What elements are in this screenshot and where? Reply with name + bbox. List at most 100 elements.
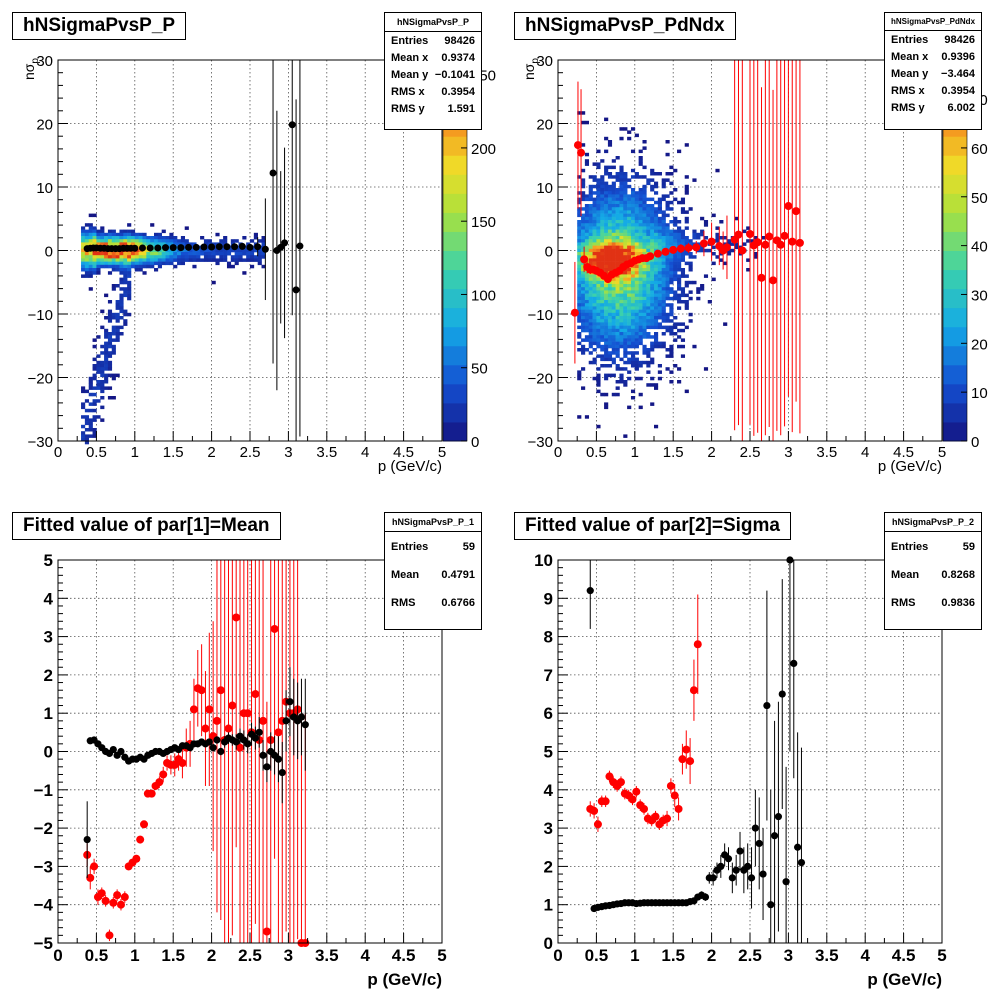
data-point [116, 900, 125, 909]
y-tick-label: −30 [528, 434, 553, 451]
heatmap-cell [615, 178, 620, 182]
heatmap-cell [646, 287, 651, 291]
heatmap-cell [669, 306, 674, 310]
colorbar-cell [943, 307, 967, 328]
heatmap-cell [630, 364, 636, 368]
heatmap-cell [680, 274, 686, 278]
heatmap-cell [619, 197, 624, 202]
heatmap-cell [627, 360, 632, 365]
heatmap-cell [88, 229, 93, 234]
heatmap-cell [619, 245, 624, 250]
data-point [251, 690, 260, 699]
data-point [666, 781, 675, 790]
heatmap-cell [119, 303, 124, 307]
heatmap-cell [677, 335, 682, 339]
heatmap-cell [650, 261, 655, 266]
data-point [101, 896, 110, 905]
heatmap-cell [592, 284, 597, 288]
heatmap-cell [657, 229, 662, 234]
heatmap-cell [92, 338, 97, 342]
heatmap-cell [600, 232, 605, 237]
heatmap-cell [607, 223, 613, 227]
heatmap-cell [165, 252, 170, 256]
heatmap-cell [654, 300, 659, 304]
data-point [209, 744, 217, 752]
x-tick-label: 0 [553, 946, 562, 965]
heatmap-cell [634, 216, 639, 221]
heatmap-cell [646, 296, 651, 301]
data-point [770, 832, 779, 840]
heatmap-cell [627, 223, 632, 227]
heatmap-cell [581, 344, 586, 349]
heatmap-cell [665, 290, 670, 294]
heatmap-cell [234, 239, 239, 243]
heatmap-cell [730, 242, 735, 246]
heatmap-cell [684, 325, 689, 330]
heatmap-cell [581, 290, 586, 294]
heatmap-cell [180, 258, 186, 262]
heatmap-cell [100, 344, 105, 349]
x-tick-label: 3 [784, 946, 793, 965]
heatmap-cell [104, 293, 109, 298]
heatmap-cell [627, 271, 632, 275]
heatmap-cell [684, 220, 689, 224]
heatmap-cell [588, 226, 593, 230]
heatmap-cell [604, 168, 609, 173]
heatmap-cell [646, 300, 651, 304]
heatmap-cell [104, 348, 109, 352]
heatmap-cell [627, 341, 632, 346]
x-tick-label: 2 [207, 444, 215, 461]
heatmap-cell [123, 274, 128, 278]
heatmap-cell [611, 191, 616, 195]
heatmap-cell [630, 149, 636, 154]
heatmap-cell [242, 258, 247, 262]
heatmap-cell [604, 341, 609, 346]
heatmap-cell [596, 287, 601, 291]
heatmap-cell [596, 319, 601, 323]
heatmap-cell [615, 175, 620, 179]
heatmap-cell [642, 274, 647, 278]
heatmap-cell [654, 229, 659, 234]
heatmap-cell [596, 316, 601, 320]
heatmap-cell [711, 252, 716, 256]
heatmap-cell [130, 264, 136, 269]
heatmap-cell [238, 258, 243, 262]
heatmap-cell [684, 300, 689, 304]
data-point [228, 701, 237, 710]
heatmap-cell [584, 220, 590, 224]
heatmap-cell [634, 200, 639, 205]
heatmap-cell [630, 207, 636, 211]
heatmap-cell [680, 229, 686, 234]
heatmap-cell [188, 255, 193, 259]
heatmap-cell [111, 229, 116, 234]
colorbar-label: 100 [471, 287, 496, 304]
heatmap-cell [600, 220, 605, 224]
heatmap-cell [611, 184, 616, 189]
heatmap-cell [623, 242, 628, 246]
heatmap-cell [623, 322, 628, 326]
heatmap-cell [646, 354, 651, 358]
heatmap-cell [634, 197, 639, 202]
heatmap-cell [638, 261, 643, 266]
heatmap-cell [577, 303, 582, 307]
heatmap-cell [677, 293, 682, 298]
heatmap-cell [669, 239, 674, 243]
heatmap-cell [627, 303, 632, 307]
heatmap-cell [111, 396, 116, 400]
heatmap-cell [607, 268, 613, 272]
heatmap-cell [107, 258, 113, 262]
heatmap-cell [84, 258, 90, 262]
heatmap-cell [581, 197, 586, 202]
heatmap-cell [654, 239, 659, 243]
heatmap-cell [154, 252, 159, 256]
data-point [593, 820, 602, 829]
heatmap-cell [688, 252, 693, 256]
heatmap-cell [107, 264, 113, 269]
data-point [205, 705, 214, 714]
heatmap-cell [253, 232, 258, 237]
heatmap-cell [615, 284, 620, 288]
heatmap-cell [607, 319, 613, 323]
heatmap-cell [650, 239, 655, 243]
heatmap-cell [104, 367, 109, 371]
heatmap-cell [223, 252, 228, 256]
